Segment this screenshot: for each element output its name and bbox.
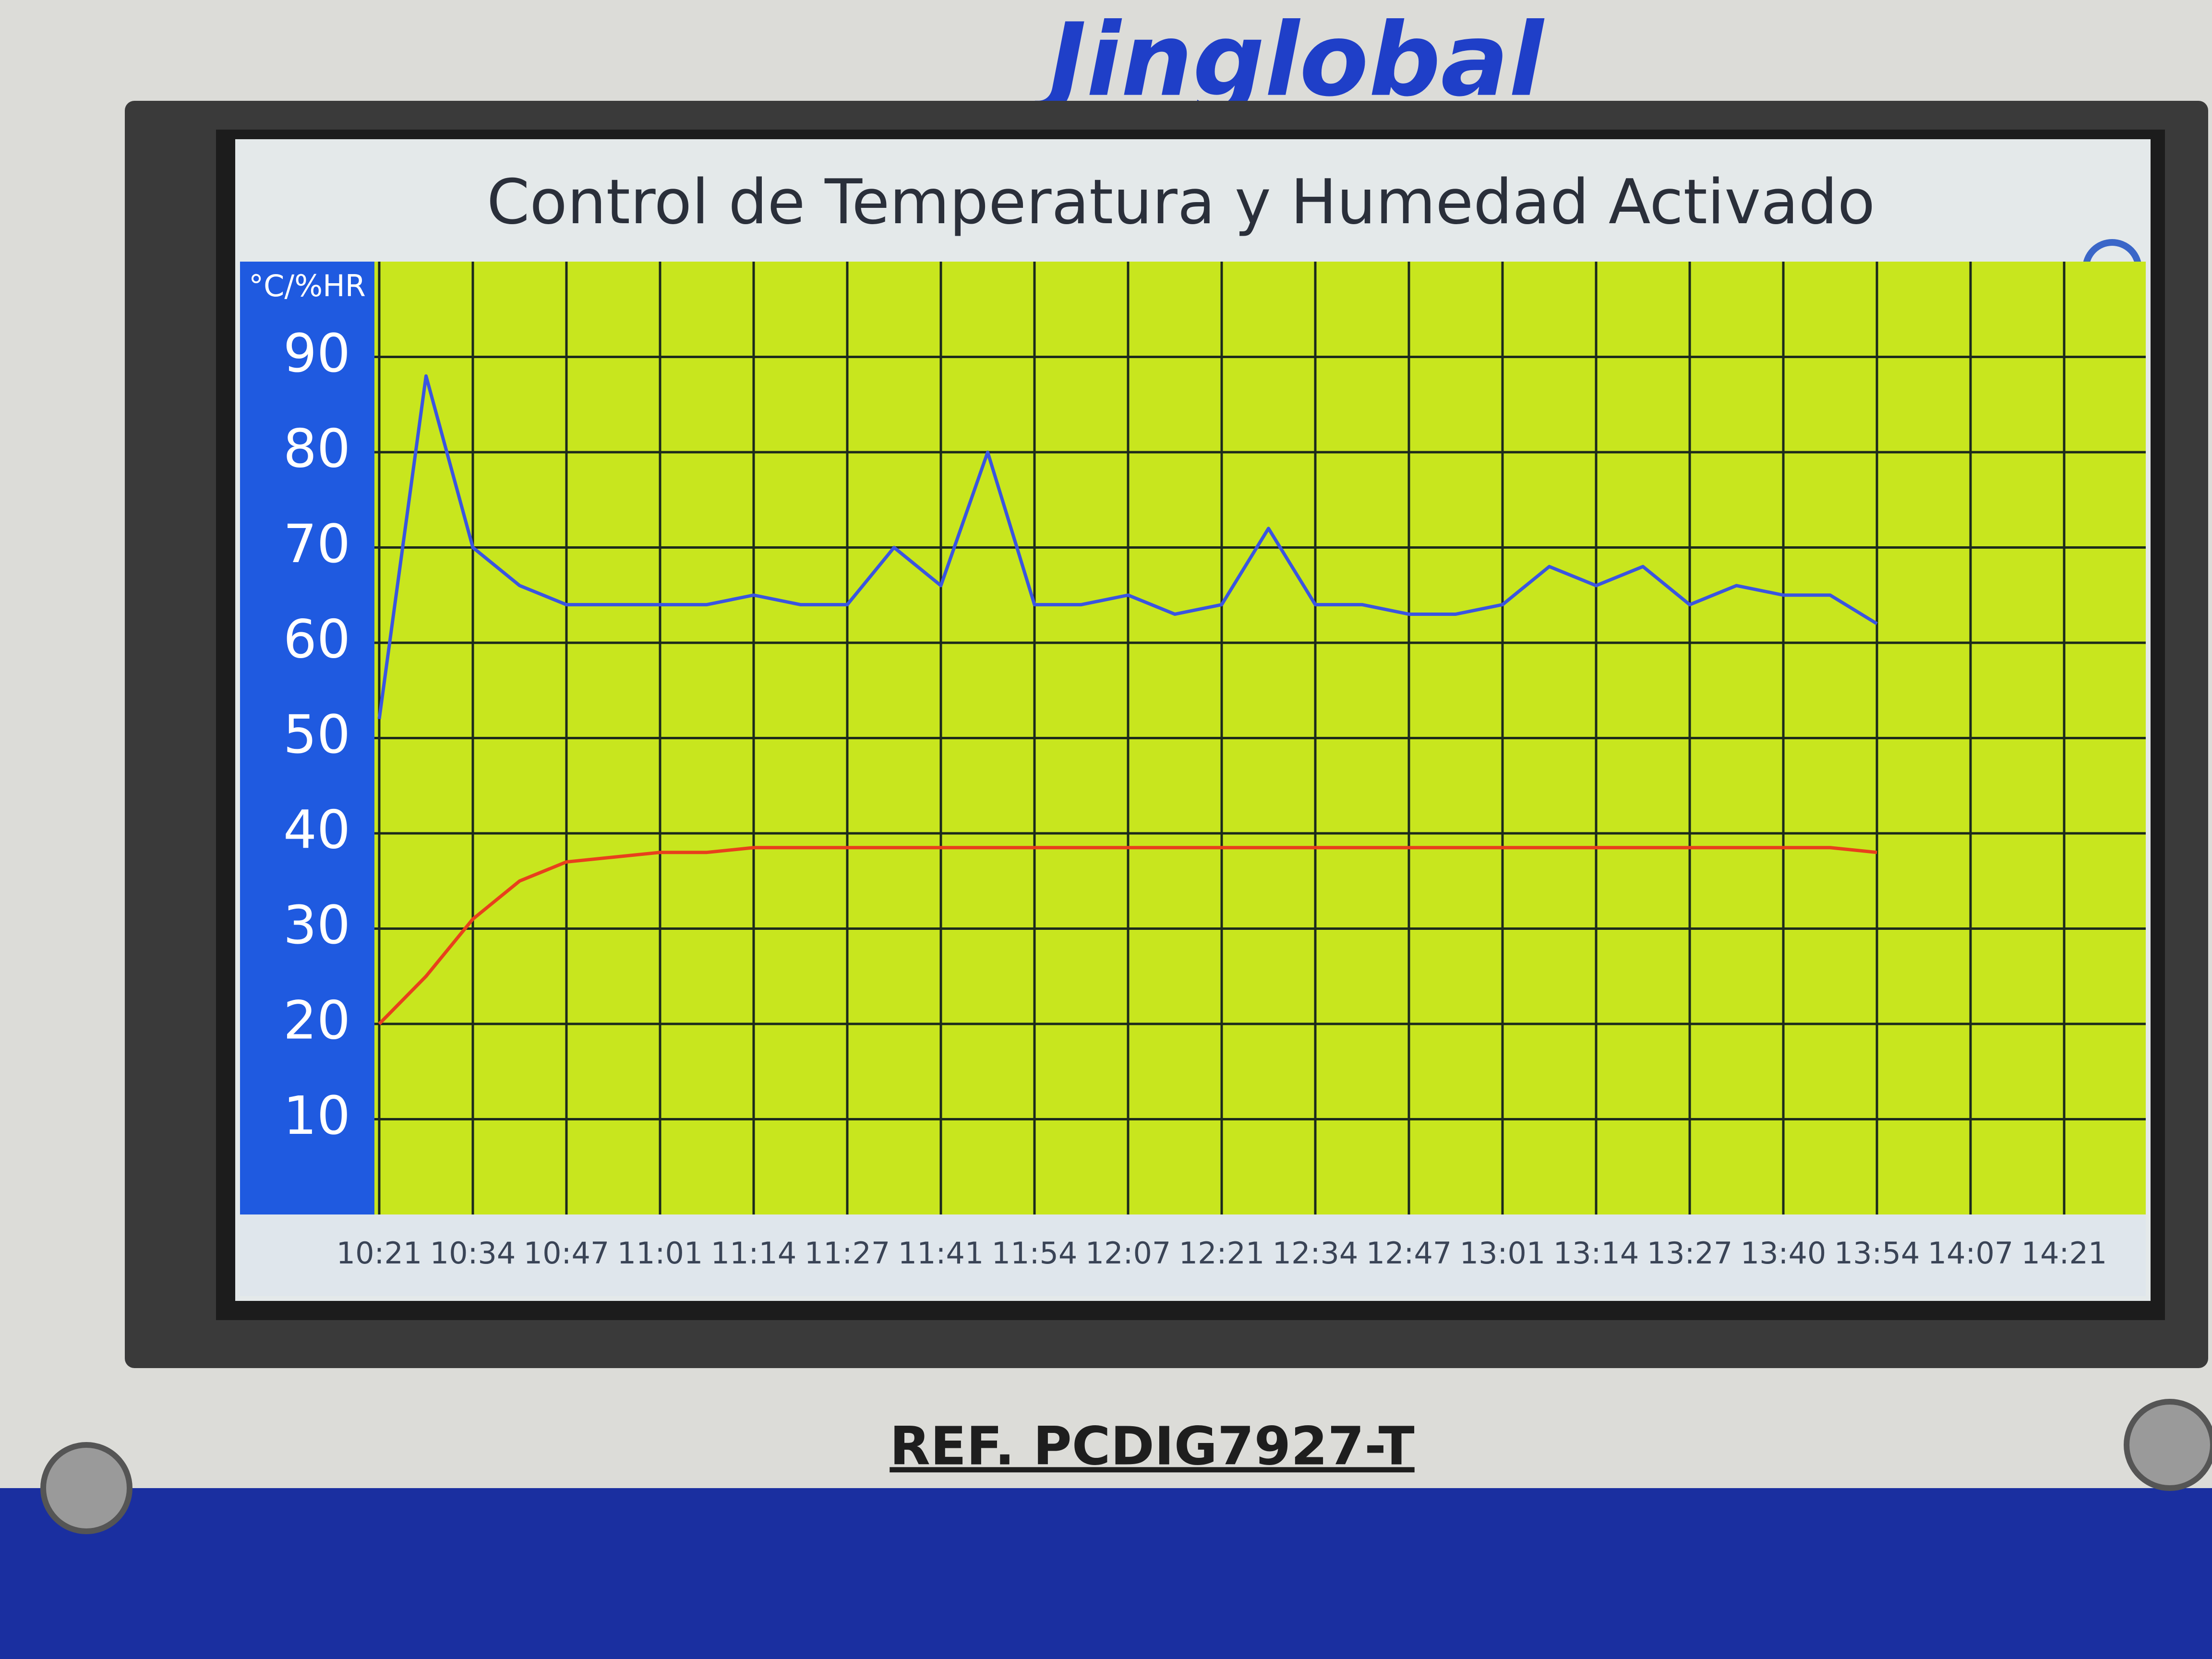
x-tick-label: 11:54	[992, 1236, 1078, 1271]
x-tick-label: 10:47	[524, 1236, 610, 1271]
y-tick-label: 60	[283, 608, 350, 670]
x-tick-label: 11:41	[898, 1236, 984, 1271]
y-axis-label: °C/%HR	[249, 268, 366, 303]
x-tick-label: 10:34	[430, 1236, 516, 1271]
device-base	[0, 1488, 2212, 1659]
x-tick-label: 12:21	[1179, 1236, 1265, 1271]
y-tick-label: 70	[283, 513, 350, 575]
data-line	[377, 374, 1878, 720]
screw	[2124, 1399, 2212, 1491]
y-tick-label: 80	[283, 418, 350, 479]
y-tick-label: 10	[283, 1085, 350, 1146]
x-tick-label: 13:01	[1460, 1236, 1546, 1271]
y-tick-label: 40	[283, 799, 350, 860]
x-tick-label: 13:40	[1741, 1236, 1827, 1271]
data-line	[378, 846, 1877, 1025]
chart-title: Control de Temperatura y Humedad Activad…	[487, 167, 1875, 238]
x-tick-label: 13:54	[1834, 1236, 1920, 1271]
y-tick-label: 50	[283, 704, 350, 765]
x-tick-label: 13:27	[1647, 1236, 1733, 1271]
x-axis-band	[240, 1214, 2146, 1296]
x-tick-label: 14:07	[1928, 1236, 2014, 1271]
x-tick-label: 10:21	[337, 1236, 422, 1271]
x-tick-label: 11:14	[711, 1236, 797, 1271]
y-tick-label: 30	[283, 894, 350, 956]
y-tick-label: 20	[283, 989, 350, 1051]
y-axis-band	[240, 262, 374, 1214]
y-tick-label: 90	[283, 323, 350, 384]
reference-label: REF. PCDIG7927-T	[890, 1415, 1414, 1477]
x-tick-label: 12:34	[1273, 1236, 1358, 1271]
x-tick-label: 14:21	[2021, 1236, 2107, 1271]
x-tick-label: 13:14	[1553, 1236, 1639, 1271]
x-tick-label: 11:01	[617, 1236, 703, 1271]
brand-logo: Jinglobal	[1032, 1, 1545, 119]
x-tick-label: 12:47	[1366, 1236, 1452, 1271]
screw	[40, 1442, 132, 1534]
x-tick-label: 11:27	[805, 1236, 890, 1271]
x-tick-label: 12:07	[1085, 1236, 1171, 1271]
